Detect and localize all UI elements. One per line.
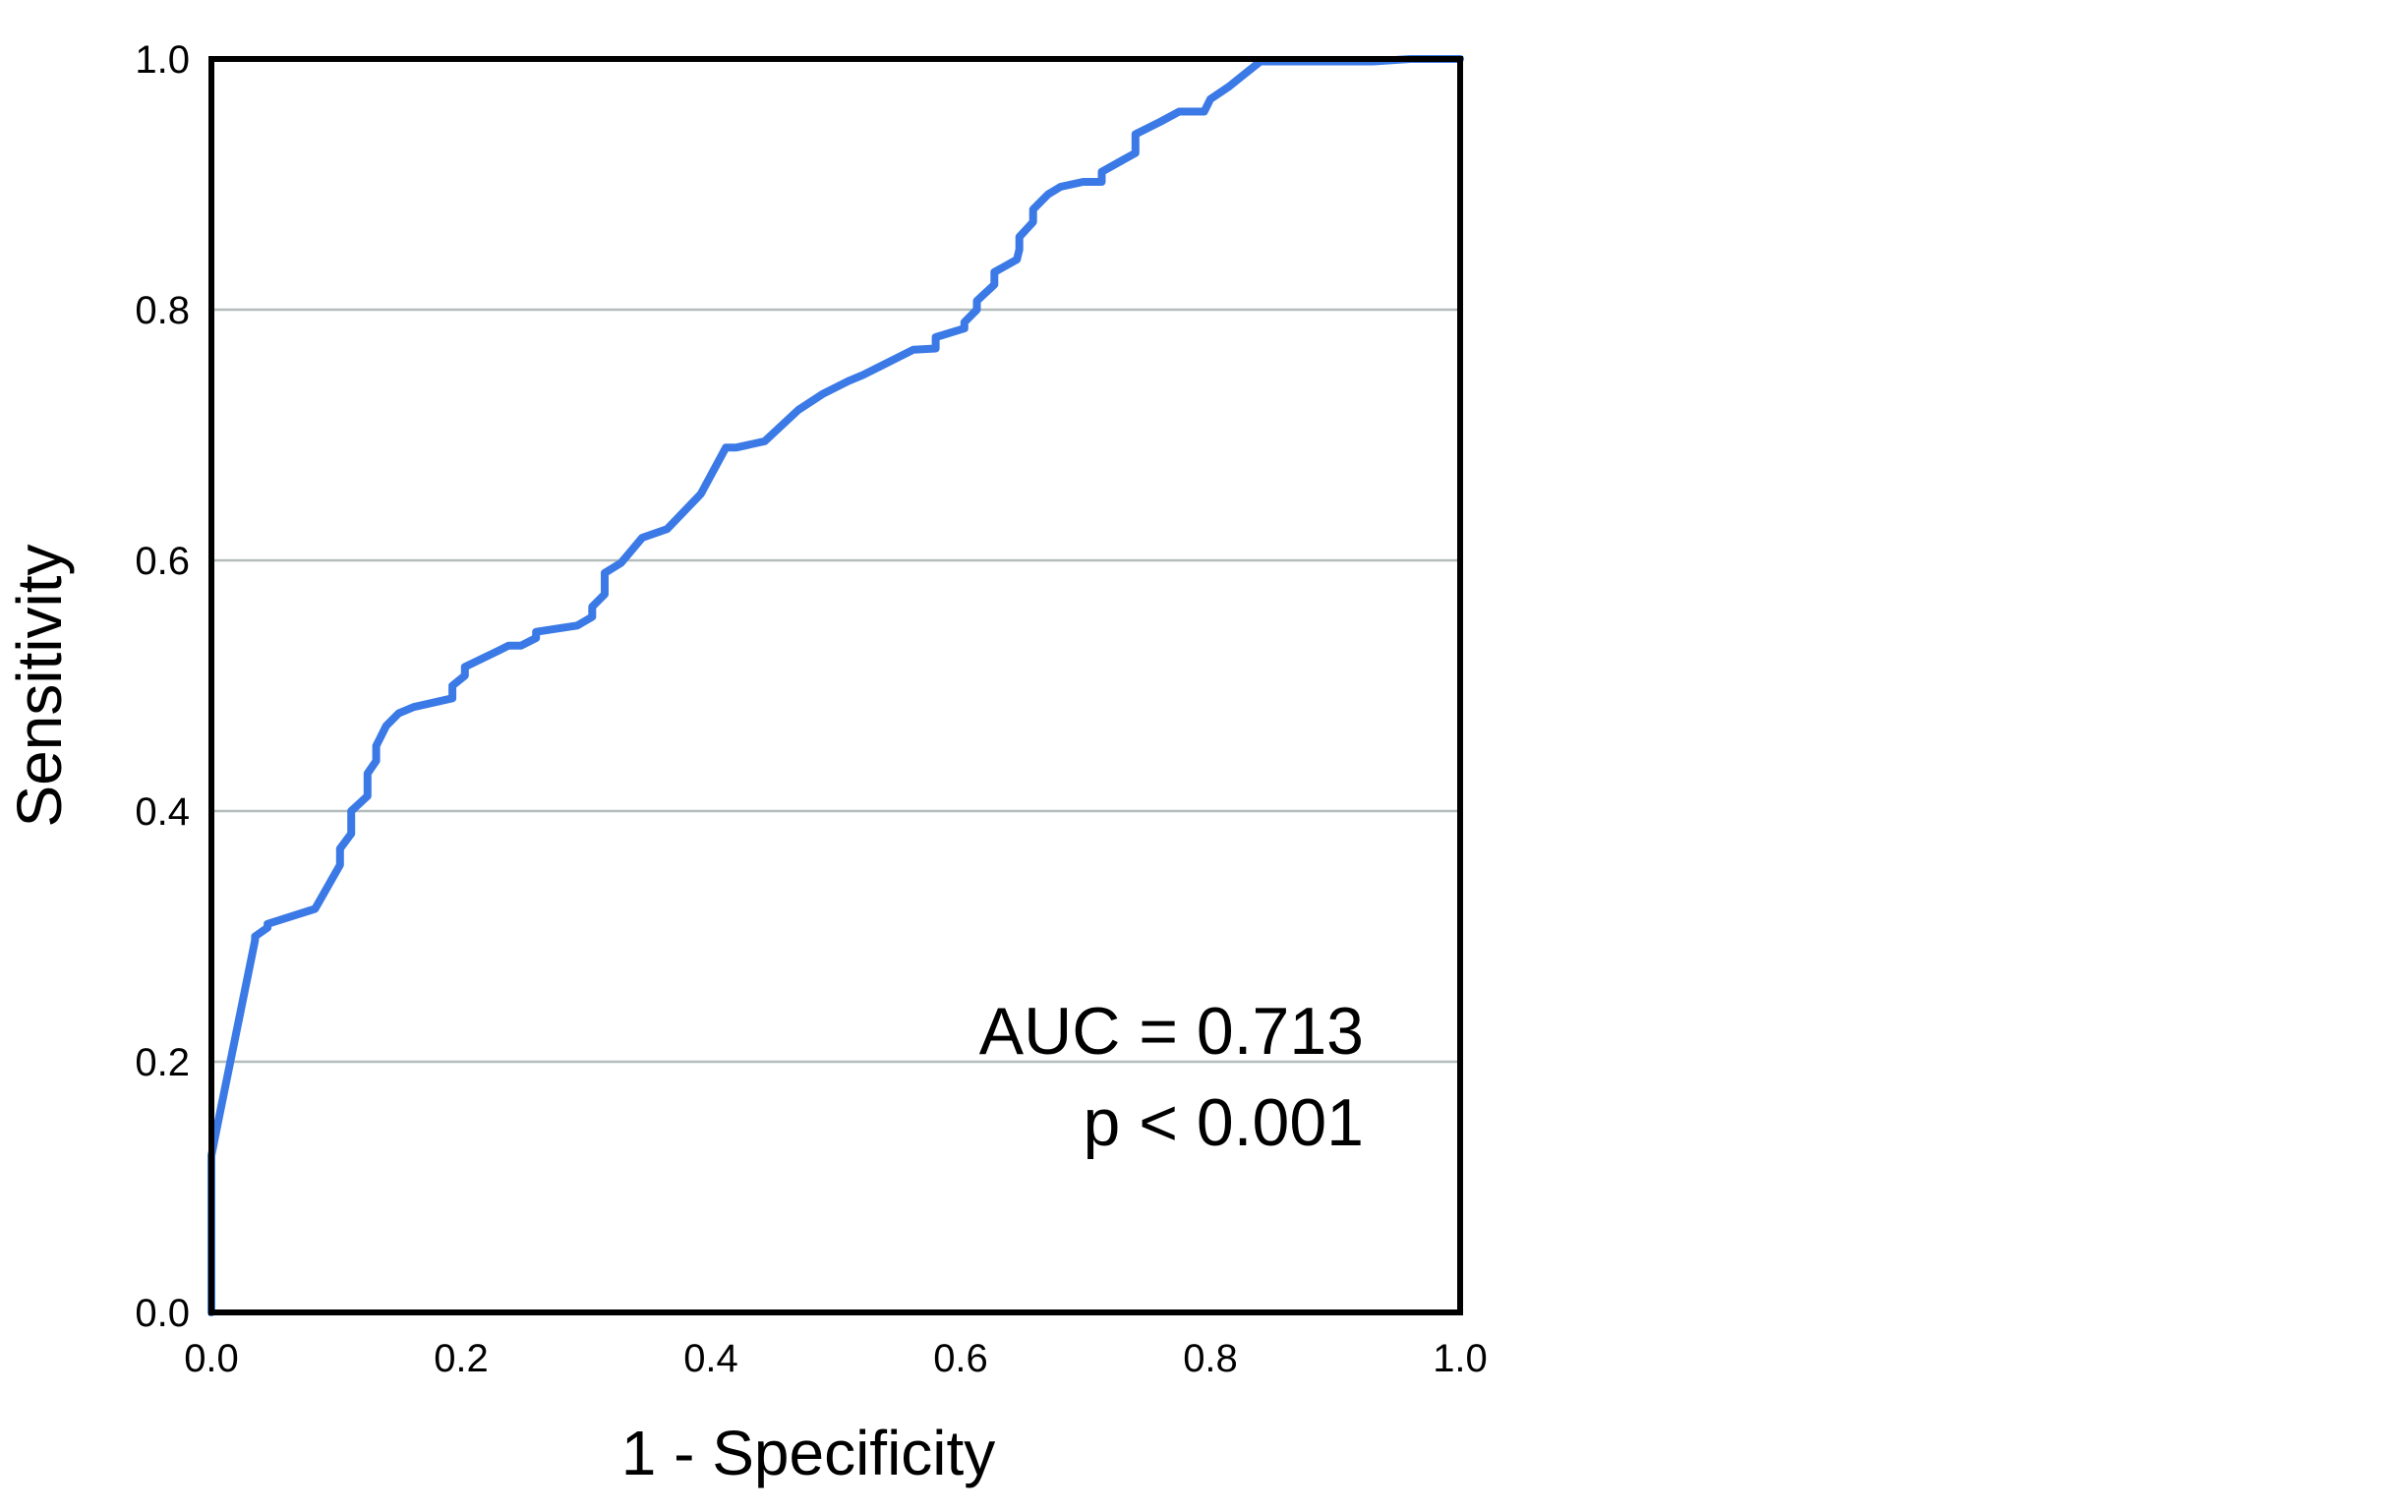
y-tick-label: 0.8 — [135, 289, 190, 332]
y-axis-title: Sensitivity — [4, 544, 75, 827]
roc-curve-line — [207, 55, 1464, 1316]
x-tick-label: 0.6 — [933, 1337, 988, 1380]
plot-frame — [208, 56, 1463, 1315]
y-tick-label: 1.0 — [135, 38, 190, 82]
x-tick-label: 0.4 — [683, 1337, 738, 1380]
x-tick-label: 0.8 — [1183, 1337, 1238, 1380]
x-axis-title: 1 - Specificity — [621, 1418, 996, 1488]
y-axis-ticks: 0.0 0.2 0.4 0.6 0.8 1.0 — [135, 38, 190, 1335]
y-tick-label: 0.4 — [135, 790, 190, 834]
y-tick-label: 0.0 — [135, 1292, 190, 1335]
y-tick-label: 0.6 — [135, 540, 190, 583]
x-axis-ticks: 0.0 0.2 0.4 0.6 0.8 1.0 — [184, 1337, 1488, 1380]
x-tick-label: 0.2 — [434, 1337, 489, 1380]
grid-lines — [211, 308, 1460, 1064]
y-tick-label: 0.2 — [135, 1041, 190, 1084]
x-tick-label: 0.0 — [184, 1337, 239, 1380]
p-value-annotation: p < 0.001 — [1084, 1085, 1364, 1160]
auc-annotation: AUC = 0.713 — [979, 994, 1364, 1069]
x-tick-label: 1.0 — [1433, 1337, 1488, 1380]
